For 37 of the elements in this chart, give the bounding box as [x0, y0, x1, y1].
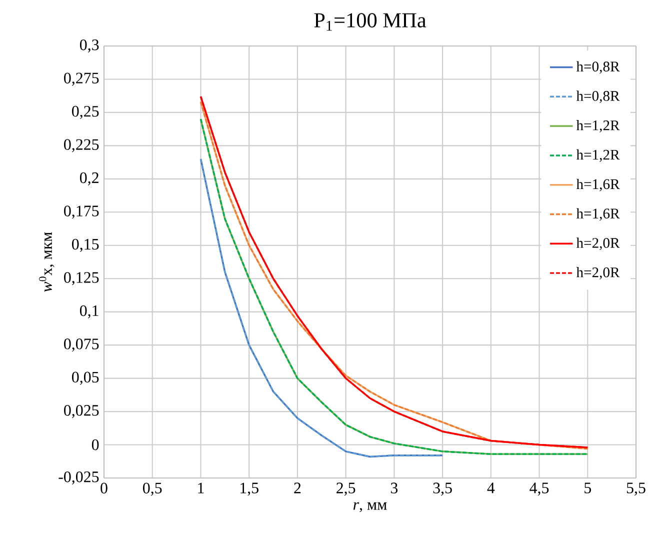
y-tick-label: -0,025 — [58, 471, 99, 485]
x-tick-label: 0,5 — [143, 482, 162, 496]
x-tick-label: 3,5 — [433, 482, 452, 496]
x-tick-label: 2 — [294, 482, 301, 494]
legend-label: h=1,2R — [576, 149, 620, 162]
legend-label: h=1,6R — [576, 208, 620, 221]
x-tick-label: 1,5 — [240, 482, 258, 496]
legend-label: h=0,8R — [576, 90, 620, 103]
y-tick-label: 0,15 — [72, 238, 99, 252]
y-tick-label: 0,275 — [64, 72, 99, 86]
x-tick-label: 3 — [390, 482, 398, 494]
y-tick-label: 0,075 — [64, 338, 99, 352]
x-tick-label: 2,5 — [336, 482, 356, 496]
x-tick-label: 5 — [584, 482, 592, 494]
y-tick-label: 0,025 — [64, 405, 99, 418]
x-tick-label: 5,5 — [626, 482, 646, 496]
y-tick-label: 0,175 — [64, 206, 99, 219]
legend-label: h=2,0R — [576, 238, 620, 250]
x-tick-label: 1 — [198, 482, 204, 494]
legend-label: h=2,0R — [576, 267, 620, 280]
y-tick-label: 0,25 — [72, 106, 99, 119]
y-tick-label: 0,2 — [80, 172, 98, 186]
y-tick-label: 0,05 — [72, 372, 99, 385]
y-tick-label: 0,225 — [64, 139, 99, 152]
y-tick-label: 0,1 — [80, 305, 98, 318]
y-axis-title: w$^{0}$x, мкм — [39, 232, 54, 292]
x-axis-title: r, мм — [353, 502, 387, 512]
y-tick-label: 0,125 — [64, 272, 99, 286]
x-tick-label: 4 — [487, 482, 495, 494]
legend-label: h=1,6R — [576, 178, 620, 192]
chart-title: P$_{1}$=100 МПа — [314, 13, 426, 31]
legend-label: h=0,8R — [576, 61, 620, 74]
y-tick-label: 0,3 — [80, 39, 99, 53]
x-tick-label: 4,5 — [530, 482, 549, 496]
x-tick-label: 0 — [100, 482, 108, 494]
y-tick-label: 0 — [92, 439, 99, 450]
legend-label: h=1,2R — [576, 120, 620, 132]
